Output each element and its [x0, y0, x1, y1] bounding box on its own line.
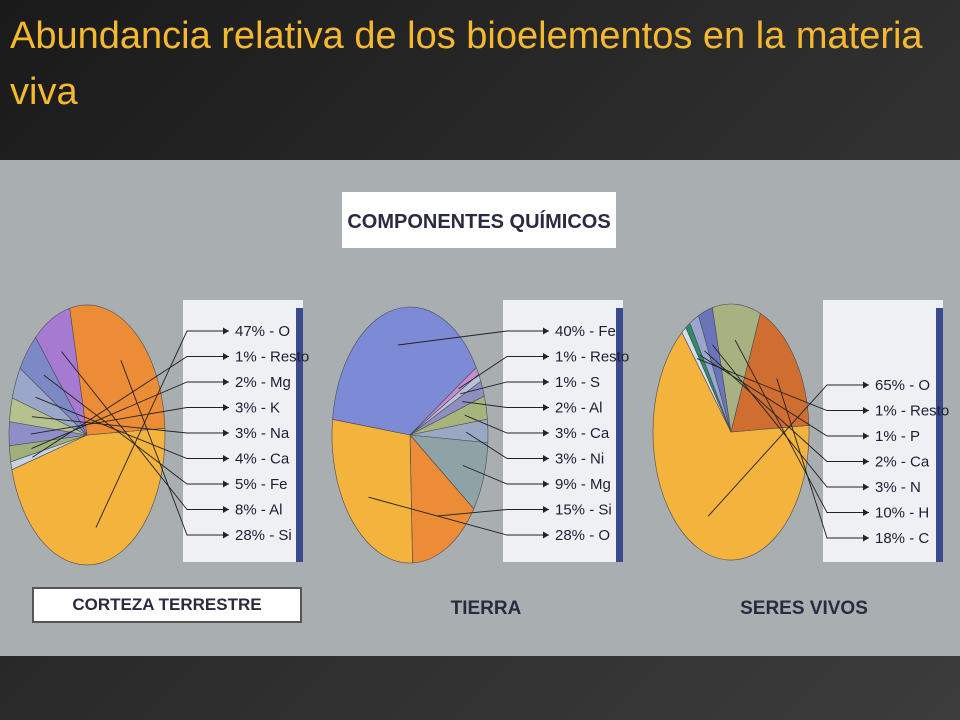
legend-panel: [183, 300, 303, 562]
chart-caption: TIERRA: [451, 598, 522, 619]
legend-label: 1% - Resto: [875, 403, 949, 420]
legend-label: 2% - Mg: [235, 374, 291, 391]
arrow-head-icon: [863, 381, 869, 389]
legend-label: 5% - Fe: [235, 476, 288, 493]
chemical-components-figure: COMPONENTES QUÍMICOS 47% - O 1% - Resto 2%…: [0, 160, 960, 656]
leader-line: [704, 350, 869, 462]
arrow-head-icon: [543, 404, 549, 411]
arrow-head-icon: [863, 432, 869, 440]
legend-label: 10% - H: [875, 505, 929, 522]
leader-line: [436, 509, 549, 517]
legend-label: 28% - Si: [235, 527, 292, 544]
pie-slice-o: [652, 331, 810, 561]
arrow-head-icon: [863, 407, 869, 414]
pie-slice-h: [712, 303, 761, 433]
legend-label: 28% - O: [555, 527, 610, 544]
legend-label: 3% - Ca: [555, 425, 610, 442]
pie-slice-o: [11, 427, 166, 566]
legend-panel: [503, 300, 623, 562]
legend-label: 15% - Si: [555, 502, 612, 519]
legend-label: 3% - K: [235, 400, 280, 417]
leader-line: [462, 401, 549, 408]
leader-line: [368, 496, 549, 536]
leader-line: [43, 374, 229, 485]
arrow-head-icon: [543, 506, 549, 513]
legend-label: 9% - Mg: [555, 476, 611, 493]
leader-line: [35, 396, 229, 459]
arrow-head-icon: [223, 378, 229, 386]
leader-line: [465, 431, 549, 459]
arrow-head-icon: [863, 458, 869, 465]
arrow-head-icon: [543, 455, 549, 462]
leader-line: [95, 330, 229, 528]
legend-label: 3% - Na: [235, 425, 290, 442]
leader-line: [30, 407, 229, 435]
legend-panel-edge: [936, 308, 943, 562]
legend-label: 1% - Resto: [235, 349, 309, 366]
arrow-head-icon: [543, 531, 549, 539]
leader-line: [776, 378, 869, 539]
pie-slice-c: [730, 313, 810, 433]
corteza-terrestre-caption: CORTEZA TERRESTRE: [32, 587, 302, 623]
figure-heading-box: COMPONENTES QUÍMICOS: [342, 192, 616, 248]
arrow-head-icon: [223, 506, 229, 513]
pie-slice-o: [331, 419, 413, 564]
leader-line: [120, 360, 229, 536]
leader-line: [462, 465, 549, 485]
legend-label: 1% - S: [555, 374, 600, 391]
arrow-head-icon: [543, 353, 549, 360]
legend-label: 47% - O: [235, 323, 290, 340]
leader-line: [712, 344, 869, 488]
legend-panel: [823, 300, 943, 562]
legend-panel-edge: [296, 308, 303, 562]
arrow-head-icon: [223, 531, 229, 539]
legend-panel-edge: [616, 308, 623, 562]
chart-caption: SERES VIVOS: [740, 598, 868, 619]
legend-label: 2% - Ca: [875, 454, 930, 471]
arrow-head-icon: [223, 353, 229, 360]
leader-line: [32, 356, 229, 458]
leader-line: [61, 351, 229, 510]
pie-slice-si: [69, 304, 166, 436]
pie-chart-2: 40% - Fe 1% - Resto 1% - S 2% - Al 3% - Ca 3%…: [331, 300, 629, 619]
legend-label: 2% - Al: [555, 400, 603, 417]
leader-line: [460, 381, 549, 395]
legend-label: 3% - Ni: [555, 451, 604, 468]
figure-canvas: COMPONENTES QUÍMICOS 47% - O 1% - Resto 2%…: [8, 192, 949, 619]
arrow-head-icon: [223, 404, 229, 411]
pie-chart-1: 47% - O 1% - Resto 2% - Mg 3% - K 3% - Na 4% …: [8, 300, 309, 566]
arrow-head-icon: [543, 480, 549, 488]
pie-slice-si: [409, 434, 475, 564]
legend-label: 40% - Fe: [555, 323, 616, 340]
legend-label: 3% - N: [875, 479, 921, 496]
legend-label: 1% - P: [875, 428, 920, 445]
leader-line: [696, 358, 869, 411]
leader-line: [397, 330, 549, 346]
legend-label: 65% - O: [875, 377, 930, 394]
arrow-head-icon: [223, 429, 229, 437]
legend-label: 1% - Resto: [555, 349, 629, 366]
arrow-head-icon: [863, 509, 869, 516]
leader-line: [458, 356, 549, 390]
slide-title: Abundancia relativa de los bioelementos …: [10, 15, 923, 113]
leader-line: [734, 339, 869, 513]
arrow-head-icon: [863, 534, 869, 542]
arrow-head-icon: [223, 480, 229, 488]
arrow-head-icon: [863, 483, 869, 491]
legend-label: 4% - Ca: [235, 451, 290, 468]
arrow-head-icon: [543, 378, 549, 386]
charts-layer: 47% - O 1% - Resto 2% - Mg 3% - K 3% - Na 4% …: [8, 300, 949, 619]
leader-line: [31, 381, 229, 450]
leader-line: [31, 416, 229, 434]
arrow-head-icon: [223, 455, 229, 462]
figure-heading: COMPONENTES QUÍMICOS: [347, 210, 610, 233]
legend-label: 8% - Al: [235, 502, 283, 519]
leader-line: [464, 414, 549, 434]
leader-line: [707, 384, 869, 517]
legend-label: 18% - C: [875, 530, 929, 547]
pie-chart-3: 65% - O 1% - Resto 1% - P 2% - Ca 3% - N 10% …: [652, 300, 949, 619]
arrow-head-icon: [543, 327, 549, 335]
arrow-head-icon: [543, 429, 549, 437]
arrow-head-icon: [223, 327, 229, 335]
